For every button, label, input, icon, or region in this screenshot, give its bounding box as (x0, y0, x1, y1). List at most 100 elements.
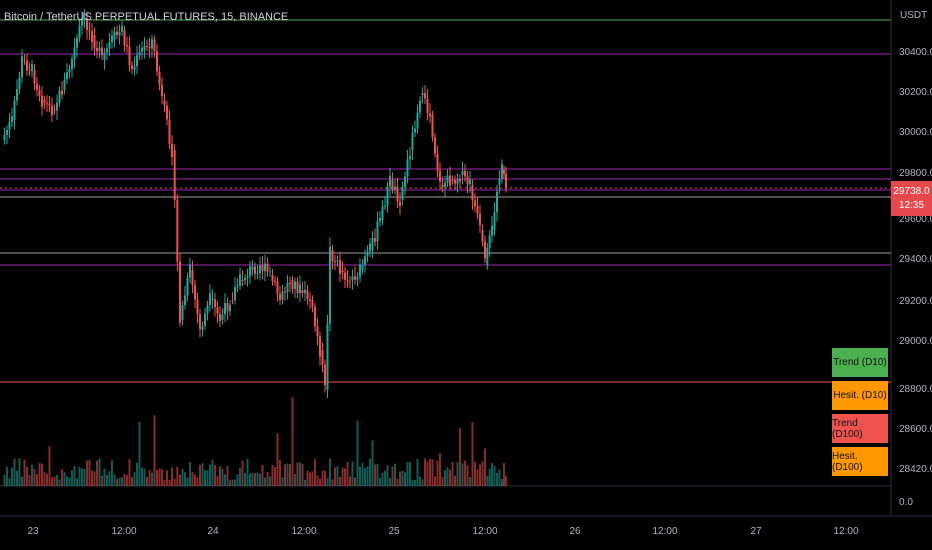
symbol-title[interactable]: Bitcoin / TetherUS PERPETUAL FUTURES, 15… (4, 11, 289, 23)
volume-bar (396, 478, 399, 486)
candle-body (88, 29, 91, 32)
candle-body (421, 93, 424, 95)
candle-body (321, 350, 324, 365)
volume-bar (391, 466, 394, 486)
candle-body (351, 276, 354, 280)
candle-body (344, 272, 346, 280)
candle-body (431, 115, 434, 138)
volume-bar (161, 469, 163, 486)
volume-bar (466, 465, 469, 486)
volume-bar (98, 458, 101, 486)
candle-body (359, 264, 361, 277)
volume-bar (341, 467, 344, 486)
volume-bar (456, 462, 459, 486)
candle-body (366, 251, 369, 257)
volume-bar (291, 397, 294, 486)
volume-bar (493, 465, 496, 486)
candle-body (111, 35, 113, 43)
volume-bar (41, 463, 43, 486)
volume-bar (148, 470, 151, 486)
candle-body (206, 304, 209, 314)
volume-bar (394, 463, 396, 486)
volume-bar (16, 470, 18, 486)
volume-bar (231, 479, 234, 486)
candle-body (464, 170, 466, 177)
time-tick: 12:00 (652, 526, 678, 537)
candle-body (56, 102, 58, 111)
price-tick: 28800.0 (899, 384, 932, 395)
volume-bar (121, 477, 123, 486)
candle-body (51, 105, 53, 116)
volume-bar (184, 472, 186, 486)
volume-bar (469, 477, 471, 486)
candle-body (184, 295, 186, 306)
candle-body (269, 271, 271, 273)
volume-bar (401, 470, 404, 486)
volume-bar (436, 460, 439, 486)
volume-bar (354, 477, 356, 486)
volume-bar (451, 461, 454, 486)
candle-body (451, 180, 454, 181)
volume-bar (244, 472, 246, 486)
time-tick: 23 (27, 526, 39, 537)
candle-body (148, 46, 151, 49)
candle-body (446, 175, 449, 184)
candle-body (471, 185, 474, 201)
volume-bar (138, 421, 141, 486)
volume-bar (103, 468, 106, 486)
candle-body (336, 260, 339, 262)
volume-bar (3, 474, 6, 486)
volume-bar (136, 462, 138, 486)
volume-bar (414, 479, 416, 486)
candle-body (331, 250, 334, 262)
candle-body (63, 79, 66, 90)
volume-bar (221, 468, 224, 486)
candle-body (98, 47, 101, 52)
volume-bar (449, 469, 451, 486)
candle-body (301, 290, 304, 293)
volume-bar (376, 464, 379, 486)
candle-body (488, 235, 491, 248)
volume-bar (505, 476, 507, 486)
candle-body (249, 266, 251, 277)
candle-body (229, 304, 231, 312)
price-tick: 30200.0 (899, 87, 932, 98)
volume-bar (61, 469, 63, 486)
volume-bar (173, 478, 176, 486)
volume-bar (219, 466, 221, 486)
candle-body (41, 95, 43, 107)
volume-bar (386, 465, 389, 486)
volume-bar (13, 458, 16, 486)
volume-bar (316, 475, 319, 486)
volume-bar (461, 463, 464, 486)
candle-body (503, 170, 505, 174)
volume-bar (399, 471, 401, 486)
volume-bar (464, 460, 466, 486)
candle-body (266, 263, 269, 272)
volume-bar (236, 474, 239, 486)
candle-body (459, 178, 461, 182)
volume-bar (331, 479, 334, 486)
volume-bar (56, 474, 58, 486)
volume-bar (181, 469, 184, 486)
volume-bar (118, 477, 121, 486)
volume-bar (71, 470, 73, 486)
volume-bar (491, 463, 493, 486)
volume-bar (249, 473, 251, 486)
candle-body (179, 261, 181, 323)
volume-bar (128, 459, 131, 486)
volume-bar (444, 469, 446, 486)
candle-body (281, 291, 284, 300)
candle-body (411, 132, 414, 150)
volume-bar (111, 460, 113, 486)
volume-bar (53, 476, 56, 486)
candle-body (86, 18, 88, 30)
time-tick: 12:00 (291, 526, 317, 537)
volume-bar (186, 477, 189, 486)
volume-bar (364, 468, 366, 486)
volume-bar (226, 466, 229, 486)
volume-bar (194, 474, 196, 486)
candle-body (78, 25, 81, 39)
candle-body (173, 150, 176, 200)
